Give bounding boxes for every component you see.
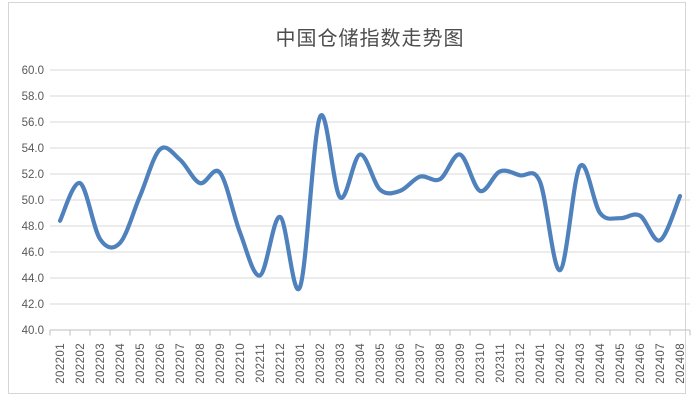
x-axis-label: 202309 — [455, 343, 467, 384]
chart-title: 中国仓储指数走势图 — [275, 28, 465, 50]
y-axis-label: 40.0 — [22, 325, 44, 337]
x-axis-label: 202401 — [535, 343, 547, 384]
y-axis-label: 44.0 — [22, 273, 44, 285]
y-axis-label: 52.0 — [22, 169, 44, 181]
x-axis-label: 202301 — [295, 343, 307, 384]
x-axis-label: 202204 — [115, 343, 127, 384]
x-axis-label: 202209 — [215, 343, 227, 384]
x-axis-label: 202402 — [555, 343, 567, 384]
x-axis-label: 202205 — [135, 343, 147, 384]
x-axis-label: 202305 — [375, 343, 387, 384]
y-axis-label: 60.0 — [22, 65, 44, 77]
x-axis-label: 202210 — [235, 343, 247, 384]
x-axis-label: 202312 — [515, 343, 527, 384]
x-axis-label: 202310 — [475, 343, 487, 384]
x-axis-label: 202307 — [415, 343, 427, 384]
x-axis-label: 202201 — [55, 343, 67, 384]
x-axis-label: 202405 — [615, 343, 627, 384]
x-axis-label: 202406 — [635, 343, 647, 384]
x-axis-label: 202306 — [395, 343, 407, 384]
x-axis-label: 202304 — [355, 343, 367, 384]
x-axis-label: 202212 — [275, 343, 287, 384]
x-axis-label: 202207 — [175, 343, 187, 384]
y-axis-label: 56.0 — [22, 117, 44, 129]
x-axis-label: 202404 — [595, 343, 607, 384]
y-axis-label: 58.0 — [22, 91, 44, 103]
x-axis-label: 202308 — [435, 343, 447, 384]
y-axis-label: 48.0 — [22, 221, 44, 233]
y-axis-label: 46.0 — [22, 247, 44, 259]
x-axis-label: 202203 — [95, 343, 107, 384]
x-axis-label: 202408 — [675, 343, 687, 384]
x-axis-label: 202211 — [255, 343, 267, 383]
x-axis-label: 202311 — [495, 343, 507, 383]
y-axis-label: 50.0 — [22, 195, 44, 207]
y-axis-label: 42.0 — [22, 299, 44, 311]
index-line-series — [57, 113, 683, 292]
y-axis-label: 54.0 — [22, 143, 44, 155]
x-axis-label: 202303 — [335, 343, 347, 384]
x-axis-label: 202208 — [195, 343, 207, 384]
x-axis-label: 202407 — [655, 343, 667, 384]
x-axis-label: 202403 — [575, 343, 587, 384]
x-axis-label: 202202 — [75, 343, 87, 384]
x-axis-label: 202302 — [315, 343, 327, 384]
x-axis-label: 202206 — [155, 343, 167, 384]
